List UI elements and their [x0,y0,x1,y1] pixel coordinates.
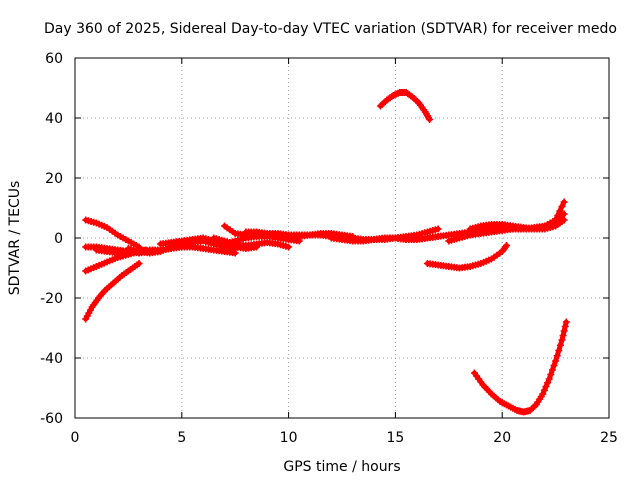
data-point-marker [552,216,560,224]
data-point-marker [554,212,562,219]
y-axis-ticks: -60 -40 -20 0 20 40 60 [40,51,609,427]
series-arc-10 [210,234,293,251]
data-series [82,89,570,416]
series-arc-21 [470,318,570,416]
data-point-marker [434,225,442,233]
data-point-marker [502,242,510,249]
y-tick-label: 20 [45,171,63,187]
y-tick-label: 60 [45,51,63,67]
data-point-marker [558,336,566,344]
grid-lines [75,58,609,418]
y-tick-label: 0 [54,231,63,247]
series-arc-1 [82,260,143,323]
data-point-marker [556,341,564,349]
data-point-marker [560,210,568,218]
data-point-marker [501,243,509,251]
x-axis-label: GPS time / hours [283,459,400,475]
data-point-marker [542,383,550,390]
y-tick-label: -60 [40,411,63,427]
data-point-marker [560,216,568,224]
series-arc-17 [423,242,510,272]
data-point-marker [562,318,570,326]
data-point-marker [552,357,560,365]
series-arc-3 [82,216,143,251]
data-point-marker [547,371,555,378]
data-point-marker [539,390,547,398]
data-point-marker [135,260,143,267]
data-point-marker [560,198,568,206]
y-tick-label: -20 [40,291,63,307]
data-point-marker [426,116,434,123]
data-point-marker [231,249,239,257]
x-tick-label: 0 [71,430,80,446]
series-arc-20 [477,198,568,233]
data-point-marker [560,327,568,335]
y-tick-label: -40 [40,351,63,367]
x-tick-label: 20 [493,430,511,446]
x-axis-ticks: 0 5 10 15 20 25 [71,58,618,446]
series-arc-7 [135,243,239,257]
data-point-marker [553,352,561,360]
x-tick-label: 5 [177,430,186,446]
x-tick-label: 10 [280,430,298,446]
series-arc-15 [376,89,434,123]
data-point-marker [285,243,293,251]
y-axis-label: SDTVAR / TECUs [7,181,23,296]
data-point-marker [540,386,548,394]
data-point-marker [544,379,552,387]
data-point-marker [545,375,553,383]
data-point-marker [561,323,569,330]
data-point-marker [555,347,563,354]
chart-title: Day 360 of 2025, Sidereal Day-to-day VTE… [44,21,617,37]
data-point-marker [558,203,566,210]
data-point-marker [556,207,564,215]
data-point-marker [548,366,556,374]
x-tick-label: 25 [600,430,618,446]
y-tick-label: 40 [45,111,63,127]
data-point-marker [550,362,558,369]
data-point-marker [559,332,567,339]
x-tick-label: 15 [386,430,404,446]
